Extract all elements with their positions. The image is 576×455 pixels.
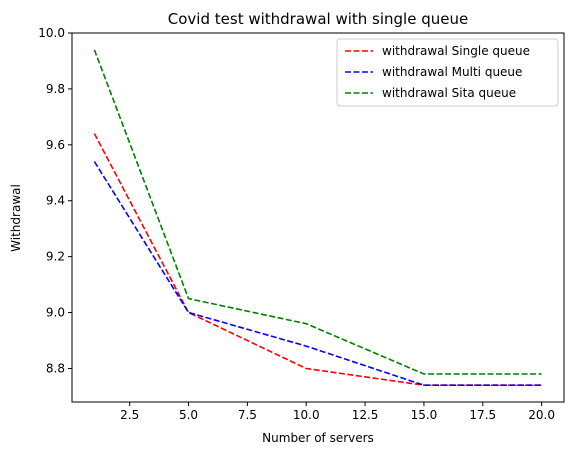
y-axis-ticks: 8.8 9.0 9.2 9.4 9.6 9.8 10.0 xyxy=(38,26,72,375)
legend: withdrawal Single queue withdrawal Multi … xyxy=(336,38,559,107)
y-axis-label: Withdrawal xyxy=(9,184,23,252)
y-tick-label: 9.6 xyxy=(46,138,65,152)
series-line-3 xyxy=(93,49,542,375)
x-tick-label: 20.0 xyxy=(528,408,555,422)
x-tick-label: 12.5 xyxy=(352,408,379,422)
y-tick-label: 9.4 xyxy=(46,194,65,208)
x-tick-label: 10.0 xyxy=(293,408,320,422)
x-tick-label: 5.0 xyxy=(179,408,198,422)
y-tick-label: 10.0 xyxy=(38,26,65,40)
plot-frame xyxy=(71,32,565,403)
y-tick-label: 9.2 xyxy=(46,250,65,264)
legend-label-2: withdrawal Multi queue xyxy=(382,65,522,79)
series-line-1 xyxy=(93,133,542,387)
y-tick-label: 9.8 xyxy=(46,82,65,96)
x-tick-label: 7.5 xyxy=(238,408,257,422)
x-tick-label: 17.5 xyxy=(469,408,496,422)
x-tick-label: 2.5 xyxy=(120,408,139,422)
legend-box xyxy=(336,38,559,107)
x-axis-label: Number of servers xyxy=(262,431,374,445)
legend-label-1: withdrawal Single queue xyxy=(382,44,530,58)
chart-title: Covid test withdrawal with single queue xyxy=(168,10,468,28)
plot-area xyxy=(71,32,565,403)
legend-label-3: withdrawal Sita queue xyxy=(382,86,516,100)
y-tick-label: 9.0 xyxy=(46,306,65,320)
y-tick-label: 8.8 xyxy=(46,361,65,375)
x-axis-ticks: 2.5 5.0 7.5 10.0 12.5 15.0 17.5 20.0 xyxy=(120,402,555,422)
series-line-2 xyxy=(93,161,542,387)
x-tick-label: 15.0 xyxy=(411,408,438,422)
